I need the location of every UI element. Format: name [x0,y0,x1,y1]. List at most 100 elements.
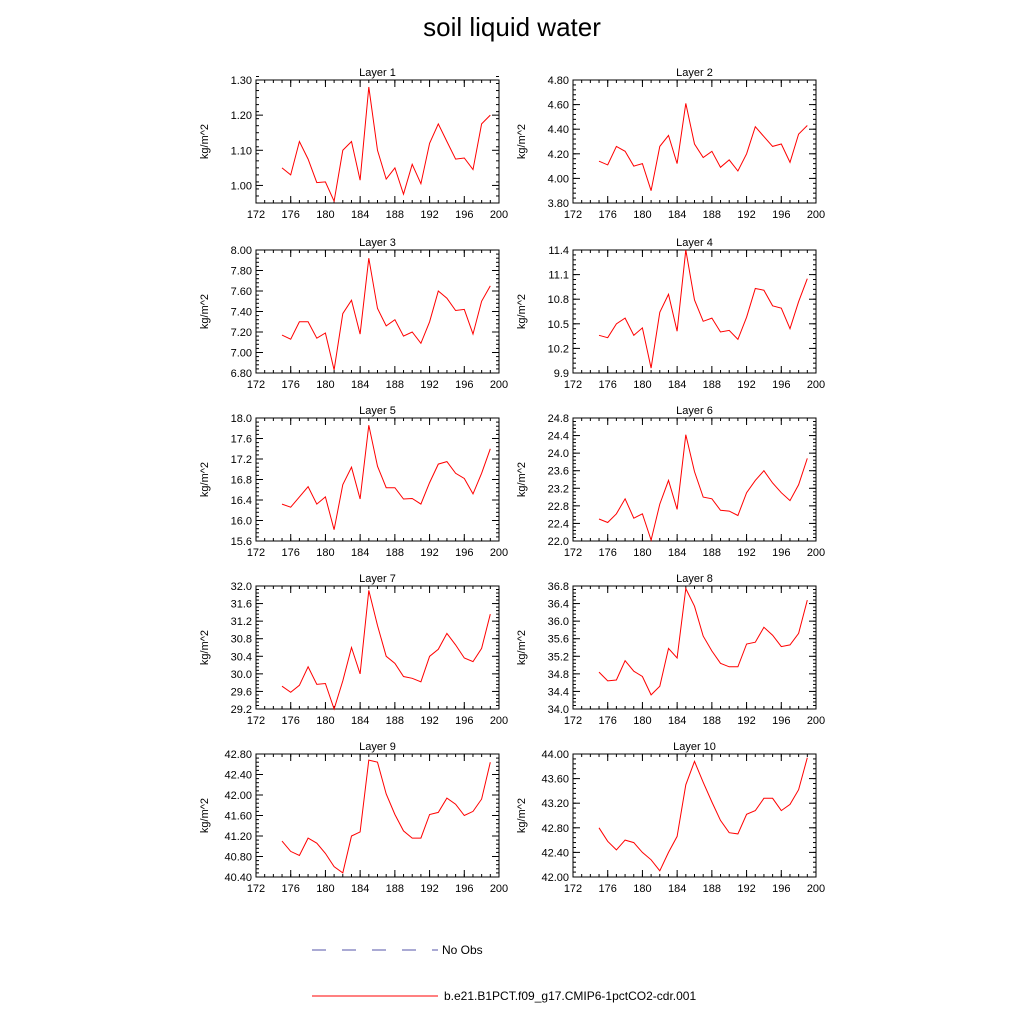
x-tick-label: 180 [633,715,651,727]
y-tick-label: 15.6 [231,536,252,548]
x-tick-label: 184 [351,547,369,559]
x-tick-label: 176 [282,379,300,391]
panel-3: Layer 3 kg/m^2 172 176 180 184 188 192 196 200 6.8… [199,237,508,391]
y-tick-label: 10.5 [548,319,569,331]
x-tick-label: 192 [420,715,438,727]
y-tick-label: 7.60 [231,286,252,298]
y-tick-label: 29.2 [231,704,252,716]
x-tick-label: 200 [807,547,825,559]
y-tick-label: 7.40 [231,307,252,319]
x-tick-label: 176 [282,715,300,727]
y-tick-label: 4.60 [548,100,569,112]
series-line-1 [281,425,491,530]
x-tick-label: 172 [247,715,265,727]
x-tick-label: 184 [351,883,369,895]
x-tick-label: 180 [633,209,651,221]
x-tick-label: 184 [668,547,686,559]
y-tick-label: 34.4 [548,686,569,698]
y-axis-label: kg/m^2 [516,630,528,665]
y-tick-label: 4.00 [548,173,569,185]
y-tick-label: 8.00 [231,245,252,257]
x-tick-label: 172 [564,209,582,221]
plot-frame [255,417,500,542]
plot-frame [255,79,500,204]
x-tick-label: 176 [599,209,617,221]
y-tick-label: 7.20 [231,327,252,339]
y-tick-label: 16.4 [231,495,252,507]
y-tick-label: 42.40 [541,847,569,859]
x-tick-label: 172 [564,547,582,559]
y-tick-label: 40.40 [224,872,252,884]
y-tick-label: 10.2 [548,343,569,355]
x-tick-label: 196 [455,883,473,895]
y-tick-label: 34.0 [548,704,569,716]
series-line-1 [281,590,491,711]
y-tick-label: 24.8 [548,413,569,425]
page-title: soil liquid water [423,12,601,42]
y-tick-label: 40.80 [224,852,252,864]
x-tick-label: 200 [807,883,825,895]
x-tick-label: 180 [633,547,651,559]
panel-title: Layer 7 [359,573,396,585]
panel-8: Layer 8 kg/m^2 172 176 180 184 188 192 196 200 34.… [516,573,825,727]
y-tick-label: 30.8 [231,634,252,646]
x-tick-label: 176 [599,883,617,895]
y-tick-label: 43.60 [541,774,569,786]
y-axis-label: kg/m^2 [516,124,528,159]
x-tick-label: 176 [282,547,300,559]
x-tick-label: 200 [807,379,825,391]
panel-10: Layer 10 kg/m^2 172 176 180 184 188 192 196 200 42… [516,741,825,895]
y-axis-label: kg/m^2 [516,798,528,833]
x-tick-label: 184 [668,715,686,727]
x-tick-label: 196 [772,883,790,895]
y-tick-label: 36.4 [548,599,569,611]
x-tick-label: 200 [490,379,508,391]
x-tick-label: 196 [772,547,790,559]
y-axis-label: kg/m^2 [199,798,211,833]
x-tick-label: 172 [564,379,582,391]
y-tick-label: 7.80 [231,266,252,278]
y-axis-label: kg/m^2 [199,124,211,159]
y-tick-label: 42.40 [224,770,252,782]
x-tick-label: 180 [633,883,651,895]
y-axis-label: kg/m^2 [199,294,211,329]
y-tick-label: 24.4 [548,431,569,443]
x-tick-label: 172 [247,209,265,221]
y-tick-label: 32.0 [231,581,252,593]
x-tick-label: 180 [316,715,334,727]
x-tick-label: 192 [737,715,755,727]
panel-5: Layer 5 kg/m^2 172 176 180 184 188 192 196 200 15.… [199,405,508,559]
x-tick-label: 192 [420,547,438,559]
x-tick-label: 196 [455,379,473,391]
y-tick-label: 41.20 [224,831,252,843]
panel-title: Layer 6 [676,405,713,417]
x-tick-label: 192 [420,883,438,895]
y-tick-label: 36.8 [548,581,569,593]
x-tick-label: 192 [737,209,755,221]
x-tick-label: 200 [807,715,825,727]
y-tick-label: 42.80 [224,749,252,761]
x-tick-label: 172 [247,547,265,559]
y-tick-label: 6.80 [231,368,252,380]
series-line-1 [598,103,808,191]
x-tick-label: 200 [490,547,508,559]
x-tick-label: 188 [386,883,404,895]
y-tick-label: 34.8 [548,669,569,681]
x-tick-label: 188 [703,883,721,895]
y-tick-label: 36.0 [548,616,569,628]
x-tick-label: 188 [703,547,721,559]
panel-1: Layer 1 kg/m^2 172 176 180 184 188 192 196 200 1.0… [199,67,508,221]
y-tick-label: 31.6 [231,599,252,611]
y-tick-label: 1.10 [231,145,252,157]
plot-frame [572,249,817,374]
x-tick-label: 184 [351,379,369,391]
x-tick-label: 196 [772,379,790,391]
y-tick-label: 29.6 [231,686,252,698]
x-tick-label: 176 [599,715,617,727]
x-tick-label: 172 [247,379,265,391]
panel-9: Layer 9 kg/m^2 172 176 180 184 188 192 196 200 40.… [199,741,508,895]
y-tick-label: 22.4 [548,518,569,530]
y-tick-label: 1.30 [231,75,252,87]
x-tick-label: 200 [807,209,825,221]
panel-title: Layer 5 [359,405,396,417]
